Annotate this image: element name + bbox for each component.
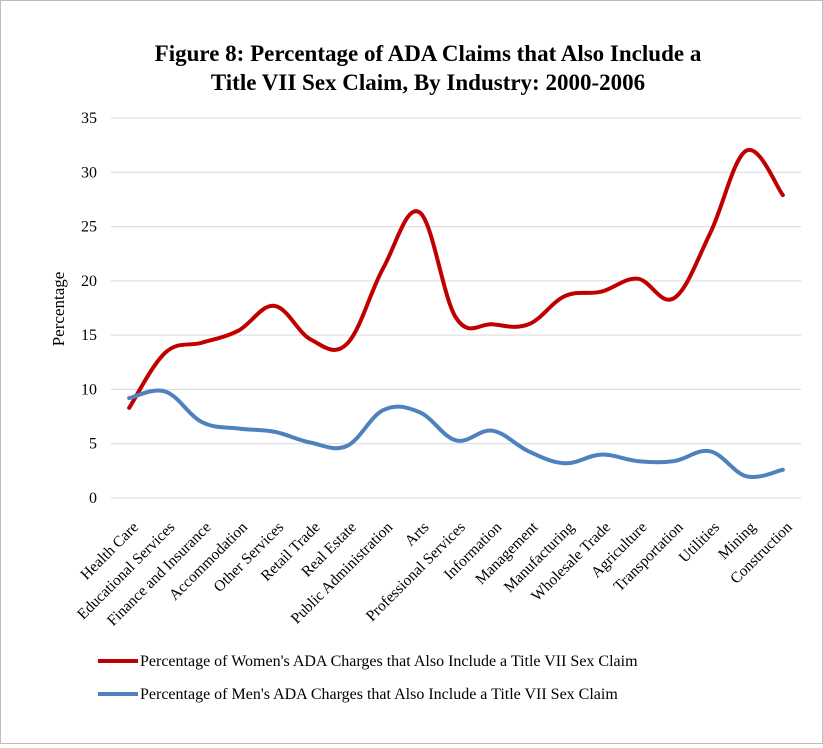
chart-title-line-2: Title VII Sex Claim, By Industry: 2000-2… (211, 70, 645, 95)
y-tick-label: 15 (81, 327, 97, 344)
x-tick-label: Utilities (676, 519, 723, 566)
y-axis-ticks: 0 5 10 15 20 25 30 35 (81, 110, 97, 507)
y-tick-label: 20 (81, 273, 97, 290)
legend-label: Percentage of Women's ADA Charges that A… (140, 653, 638, 670)
series-lines (129, 150, 783, 477)
y-tick-label: 30 (81, 164, 97, 181)
legend: Percentage of Women's ADA Charges that A… (98, 653, 638, 703)
y-tick-label: 25 (81, 219, 97, 236)
y-tick-label: 35 (81, 110, 97, 127)
x-tick-label: Arts (402, 519, 433, 550)
chart-title-line-1: Figure 8: Percentage of ADA Claims that … (155, 41, 702, 66)
y-tick-label: 5 (89, 436, 97, 453)
y-tick-label: 10 (81, 381, 97, 398)
series-line-men (129, 391, 783, 478)
legend-label: Percentage of Men's ADA Charges that Als… (140, 686, 618, 703)
y-tick-label: 0 (89, 490, 97, 507)
series-line-women (129, 150, 783, 408)
y-axis-label: Percentage (49, 272, 68, 347)
